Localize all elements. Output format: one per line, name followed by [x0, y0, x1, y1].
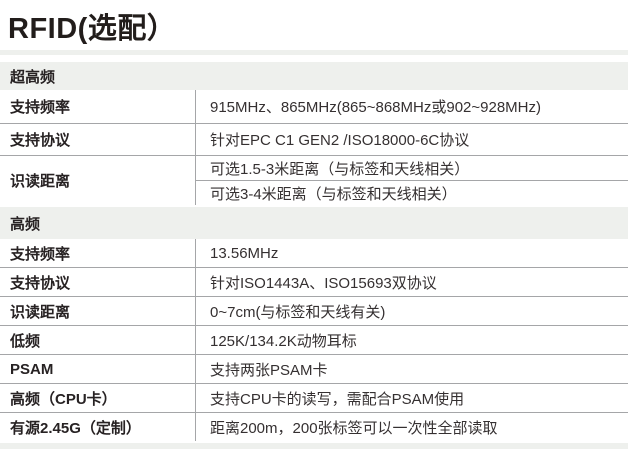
spacer [0, 441, 628, 443]
row-label: 高频（CPU卡） [0, 384, 196, 412]
row-label: 支持频率 [0, 90, 196, 123]
bottom-strip [0, 443, 628, 449]
row-label: 有源2.45G（定制） [0, 413, 196, 441]
row-value: 可选1.5-3米距离（与标签和天线相关） [210, 160, 470, 178]
table-row: 支持协议 针对ISO1443A、ISO15693双协议 [0, 267, 628, 296]
row-value: 支持两张PSAM卡 [210, 361, 328, 379]
title-divider-strip [0, 50, 628, 55]
row-value-stack: 可选1.5-3米距离（与标签和天线相关） 可选3-4米距离（与标签和天线相关） [196, 156, 628, 205]
row-value: 可选3-4米距离（与标签和天线相关） [196, 180, 628, 205]
row-value: 针对ISO1443A、ISO15693双协议 [210, 274, 437, 292]
spacer [0, 55, 628, 62]
spec-table: 超高频 支持频率 915MHz、865MHz(865~868MHz或902~92… [0, 62, 628, 449]
section-header-uhf: 超高频 [0, 62, 628, 90]
row-label: 支持协议 [0, 124, 196, 155]
table-row: 高频（CPU卡） 支持CPU卡的读写，需配合PSAM使用 [0, 383, 628, 412]
table-row: 低频 125K/134.2K动物耳标 [0, 325, 628, 354]
row-label: 支持协议 [0, 268, 196, 296]
table-row-rowspan: 识读距离 可选1.5-3米距离（与标签和天线相关） 可选3-4米距离（与标签和天… [0, 155, 628, 205]
spacer [0, 205, 628, 207]
section-header-hf: 高频 [0, 207, 628, 239]
table-row: 支持协议 针对EPC C1 GEN2 /ISO18000-6C协议 [0, 123, 628, 155]
table-row: PSAM 支持两张PSAM卡 [0, 354, 628, 383]
row-value: 针对EPC C1 GEN2 /ISO18000-6C协议 [210, 132, 470, 149]
page-title: RFID(选配） [8, 13, 177, 45]
row-label: 识读距离 [0, 297, 196, 325]
table-row: 支持频率 13.56MHz [0, 239, 628, 267]
row-label: 低频 [0, 326, 196, 354]
row-value: 13.56MHz [210, 244, 279, 262]
row-label: 支持频率 [0, 239, 196, 267]
table-row: 支持频率 915MHz、865MHz(865~868MHz或902~928MHz… [0, 90, 628, 123]
row-value: 915MHz、865MHz(865~868MHz或902~928MHz) [210, 99, 541, 116]
row-label: PSAM [0, 355, 196, 383]
row-value: 0~7cm(与标签和天线有关) [210, 303, 386, 321]
table-row: 识读距离 0~7cm(与标签和天线有关) [0, 296, 628, 325]
row-value: 支持CPU卡的读写，需配合PSAM使用 [210, 390, 465, 408]
row-value: 距离200m，200张标签可以一次性全部读取 [210, 419, 498, 437]
row-value: 125K/134.2K动物耳标 [210, 332, 357, 350]
table-row: 有源2.45G（定制） 距离200m，200张标签可以一次性全部读取 [0, 412, 628, 441]
row-label: 识读距离 [0, 156, 196, 205]
